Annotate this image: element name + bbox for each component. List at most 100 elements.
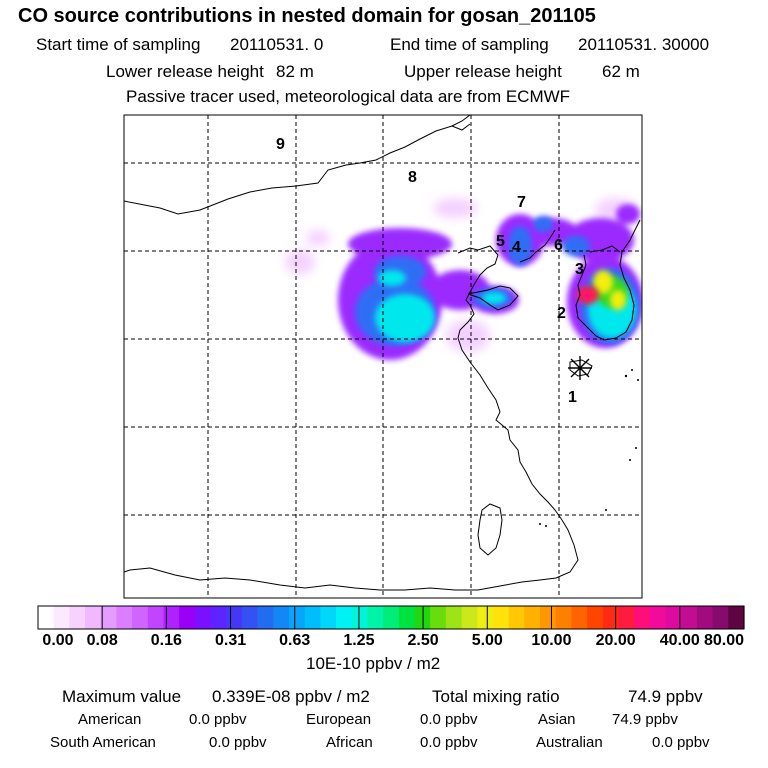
start-time-value: 20110531. 0 bbox=[230, 35, 324, 54]
colorbar-cell bbox=[712, 606, 729, 629]
australian-label: Australian bbox=[536, 734, 603, 751]
colorbar-cell bbox=[147, 606, 165, 629]
colorbar-cell bbox=[163, 606, 180, 629]
colorbar-cell bbox=[336, 606, 353, 629]
colorbar-cell bbox=[524, 606, 541, 629]
colorbar-tick-label: 80.00 bbox=[704, 632, 744, 649]
american-value: 0.0 ppbv bbox=[189, 711, 247, 728]
south-american-label: South American bbox=[50, 734, 156, 751]
end-time-value: 20110531. 30000 bbox=[578, 35, 710, 54]
max-value-label: Maximum value bbox=[62, 687, 182, 706]
region-label-8: 8 bbox=[408, 169, 417, 186]
colorbar-cell bbox=[665, 606, 682, 629]
colorbar-cell bbox=[38, 606, 55, 629]
total-mixing-label: Total mixing ratio bbox=[432, 687, 560, 706]
african-value: 0.0 ppbv bbox=[420, 734, 478, 751]
colorbar-cell bbox=[634, 606, 651, 629]
colorbar-cell bbox=[540, 606, 557, 629]
upper-height-label: Upper release height bbox=[404, 62, 562, 81]
colorbar-cell bbox=[461, 606, 478, 629]
colorbar-cell bbox=[304, 606, 321, 629]
lower-height-value: 82 m bbox=[276, 62, 314, 81]
australian-value: 0.0 ppbv bbox=[652, 734, 710, 751]
region-label-5: 5 bbox=[496, 233, 505, 250]
map-grid bbox=[124, 115, 642, 598]
colorbar-cell bbox=[728, 606, 745, 629]
colorbar-cell bbox=[100, 606, 118, 629]
tracer-note: Passive tracer used, meteorological data… bbox=[126, 87, 571, 106]
upper-height-value: 62 m bbox=[602, 62, 640, 81]
colorbar bbox=[37, 606, 745, 629]
total-mixing-value: 74.9 ppbv bbox=[628, 687, 703, 706]
european-label: European bbox=[306, 711, 372, 728]
end-time-label: End time of sampling bbox=[390, 35, 549, 54]
region-label-2: 2 bbox=[557, 305, 566, 322]
colorbar-cell bbox=[116, 606, 133, 629]
colorbar-tick-label: 1.25 bbox=[343, 632, 374, 649]
colorbar-cell bbox=[320, 606, 337, 629]
colorbar-tick-label: 0.63 bbox=[279, 632, 310, 649]
colorbar-cell bbox=[618, 606, 635, 629]
plume-peak bbox=[577, 286, 599, 304]
colorbar-cell bbox=[85, 606, 102, 629]
start-time-label: Start time of sampling bbox=[36, 35, 201, 54]
colorbar-cell bbox=[273, 606, 290, 629]
region-label-1: 1 bbox=[568, 389, 577, 406]
colorbar-tick-label: 20.00 bbox=[596, 632, 636, 649]
receptor-star-icon bbox=[568, 356, 592, 380]
lower-height-label: Lower release height bbox=[106, 62, 264, 81]
region-label-9: 9 bbox=[276, 136, 285, 153]
colorbar-tick-label: 0.08 bbox=[87, 632, 118, 649]
colorbar-tick-labels: 0.00 0.08 0.16 0.31 0.63 1.25 2.50 5.00 10.00 20.… bbox=[42, 632, 744, 649]
region-label-6: 6 bbox=[554, 237, 563, 254]
colorbar-cell bbox=[289, 606, 306, 629]
colorbar-cell bbox=[179, 606, 196, 629]
colorbar-cell bbox=[194, 606, 212, 629]
colorbar-cell bbox=[53, 606, 70, 629]
region-labels: 1 2 3 4 5 6 7 8 9 bbox=[276, 136, 584, 406]
colorbar-cell bbox=[132, 606, 149, 629]
colorbar-cell bbox=[257, 606, 274, 629]
asian-value: 74.9 ppbv bbox=[612, 711, 678, 728]
colorbar-cell bbox=[508, 606, 525, 629]
colorbar-tick-label: 5.00 bbox=[472, 632, 503, 649]
region-label-7: 7 bbox=[517, 194, 526, 211]
colorbar-cell bbox=[351, 606, 369, 629]
colorbar-tick-label: 10.00 bbox=[531, 632, 571, 649]
colorbar-tick-label: 0.31 bbox=[215, 632, 246, 649]
american-label: American bbox=[78, 711, 142, 728]
colorbar-cell bbox=[555, 606, 573, 629]
colorbar-cell bbox=[477, 606, 494, 629]
colorbar-frame bbox=[37, 605, 745, 630]
colorbar-cell bbox=[571, 606, 588, 629]
colorbar-cell bbox=[210, 606, 227, 629]
colorbar-cell bbox=[587, 606, 604, 629]
colorbar-cell bbox=[430, 606, 447, 629]
chart-title: CO source contributions in nested domain… bbox=[18, 5, 596, 27]
max-value: 0.339E-08 ppbv / m2 bbox=[212, 687, 370, 706]
region-label-3: 3 bbox=[575, 261, 584, 278]
map-frame bbox=[123, 114, 643, 599]
colorbar-cell bbox=[681, 606, 698, 629]
colorbar-cell bbox=[602, 606, 620, 629]
colorbar-cell bbox=[383, 606, 400, 629]
colorbar-tick-label: 40.00 bbox=[660, 632, 700, 649]
islands bbox=[539, 369, 639, 527]
african-label: African bbox=[326, 734, 373, 751]
colorbar-cell bbox=[398, 606, 416, 629]
plume-layer bbox=[285, 198, 642, 360]
colorbar-cell bbox=[492, 606, 510, 629]
colorbar-tick-label: 0.00 bbox=[42, 632, 73, 649]
plume-yellow bbox=[593, 270, 626, 310]
region-label-4: 4 bbox=[512, 239, 521, 256]
colorbar-cell bbox=[445, 606, 463, 629]
colorbar-cell bbox=[241, 606, 259, 629]
colorbar-tick-label: 0.16 bbox=[151, 632, 182, 649]
colorbar-cell bbox=[367, 606, 384, 629]
colorbar-cell bbox=[226, 606, 243, 629]
coastlines bbox=[124, 115, 641, 591]
colorbar-cell bbox=[69, 606, 86, 629]
colorbar-tick-label: 2.50 bbox=[408, 632, 439, 649]
south-american-value: 0.0 ppbv bbox=[209, 734, 267, 751]
